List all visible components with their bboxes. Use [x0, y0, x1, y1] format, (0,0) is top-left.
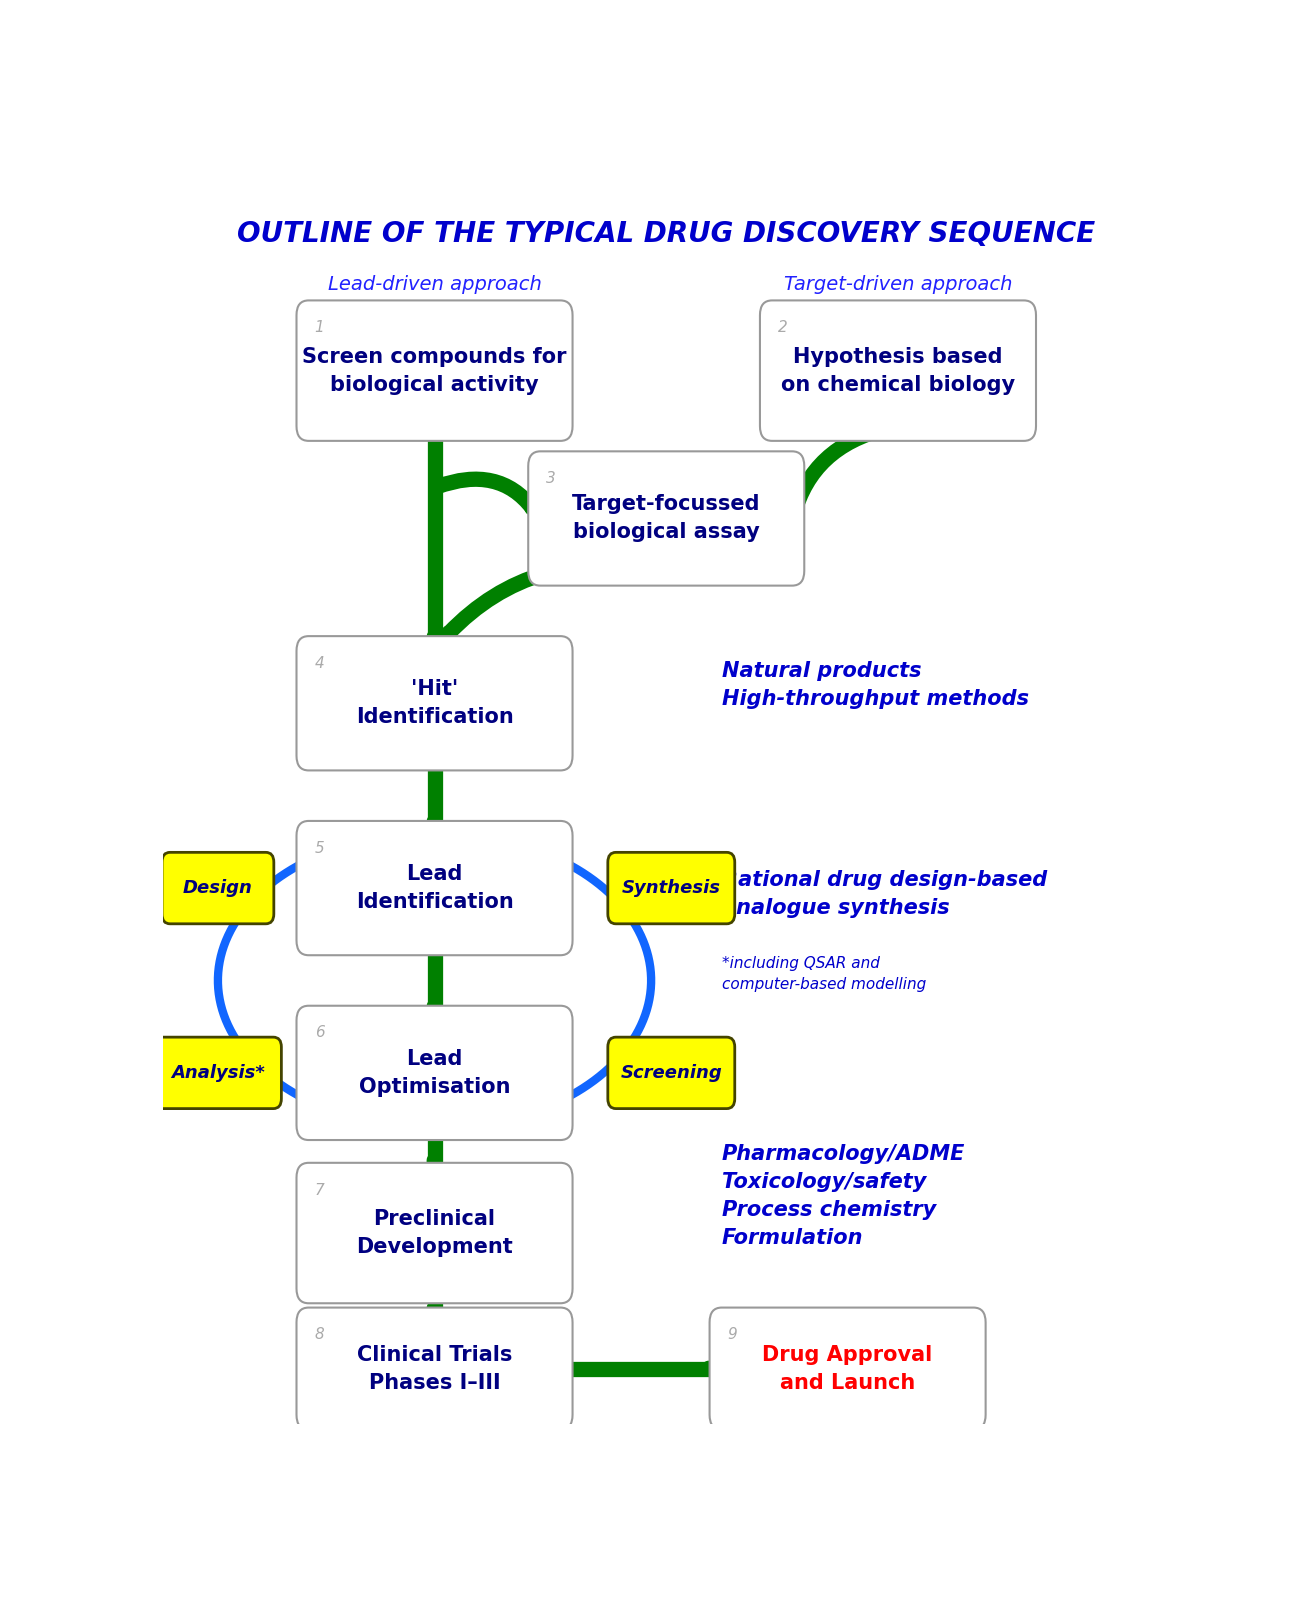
FancyBboxPatch shape	[296, 301, 572, 442]
Text: 4: 4	[315, 656, 325, 670]
Text: 'Hit'
Identification: 'Hit' Identification	[356, 680, 514, 728]
Text: 8: 8	[315, 1328, 325, 1342]
Text: Analysis*: Analysis*	[172, 1064, 265, 1082]
Text: Hypothesis based
on chemical biology: Hypothesis based on chemical biology	[781, 347, 1015, 395]
FancyBboxPatch shape	[296, 1006, 572, 1141]
FancyBboxPatch shape	[162, 853, 274, 923]
Text: 9: 9	[728, 1328, 737, 1342]
Text: 1: 1	[315, 320, 325, 334]
Text: *including QSAR and
computer-based modelling: *including QSAR and computer-based model…	[722, 957, 926, 992]
FancyBboxPatch shape	[528, 451, 805, 586]
Text: Pharmacology/ADME
Toxicology/safety
Process chemistry
Formulation: Pharmacology/ADME Toxicology/safety Proc…	[722, 1144, 965, 1248]
Text: Screening: Screening	[620, 1064, 723, 1082]
Text: Screen compounds for
biological activity: Screen compounds for biological activity	[303, 347, 567, 395]
Text: Preclinical
Development: Preclinical Development	[356, 1210, 514, 1258]
FancyBboxPatch shape	[296, 821, 572, 955]
FancyBboxPatch shape	[608, 853, 734, 923]
Text: 7: 7	[315, 1182, 325, 1197]
Text: OUTLINE OF THE TYPICAL DRUG DISCOVERY SEQUENCE: OUTLINE OF THE TYPICAL DRUG DISCOVERY SE…	[237, 219, 1096, 248]
FancyBboxPatch shape	[296, 1163, 572, 1304]
FancyBboxPatch shape	[155, 1037, 281, 1109]
Text: Synthesis: Synthesis	[621, 878, 720, 898]
Text: Natural products
High-throughput methods: Natural products High-throughput methods	[722, 661, 1028, 709]
Text: Rational drug design-based
analogue synthesis: Rational drug design-based analogue synt…	[722, 870, 1046, 918]
Text: Design: Design	[183, 878, 252, 898]
Text: 5: 5	[315, 840, 325, 856]
Text: 3: 3	[546, 470, 556, 486]
Text: Clinical Trials
Phases I–III: Clinical Trials Phases I–III	[356, 1344, 512, 1392]
Text: Target-driven approach: Target-driven approach	[784, 275, 1013, 294]
FancyBboxPatch shape	[296, 637, 572, 771]
Text: 2: 2	[779, 320, 788, 334]
Text: Lead
Optimisation: Lead Optimisation	[359, 1050, 511, 1098]
FancyBboxPatch shape	[296, 1307, 572, 1429]
FancyBboxPatch shape	[608, 1037, 734, 1109]
Text: Target-focussed
biological assay: Target-focussed biological assay	[572, 494, 760, 542]
Text: Lead-driven approach: Lead-driven approach	[328, 275, 542, 294]
Text: Drug Approval
and Launch: Drug Approval and Launch	[763, 1344, 932, 1392]
Text: 6: 6	[315, 1026, 325, 1040]
FancyBboxPatch shape	[760, 301, 1036, 442]
Text: Lead
Identification: Lead Identification	[356, 864, 514, 912]
FancyBboxPatch shape	[710, 1307, 985, 1429]
